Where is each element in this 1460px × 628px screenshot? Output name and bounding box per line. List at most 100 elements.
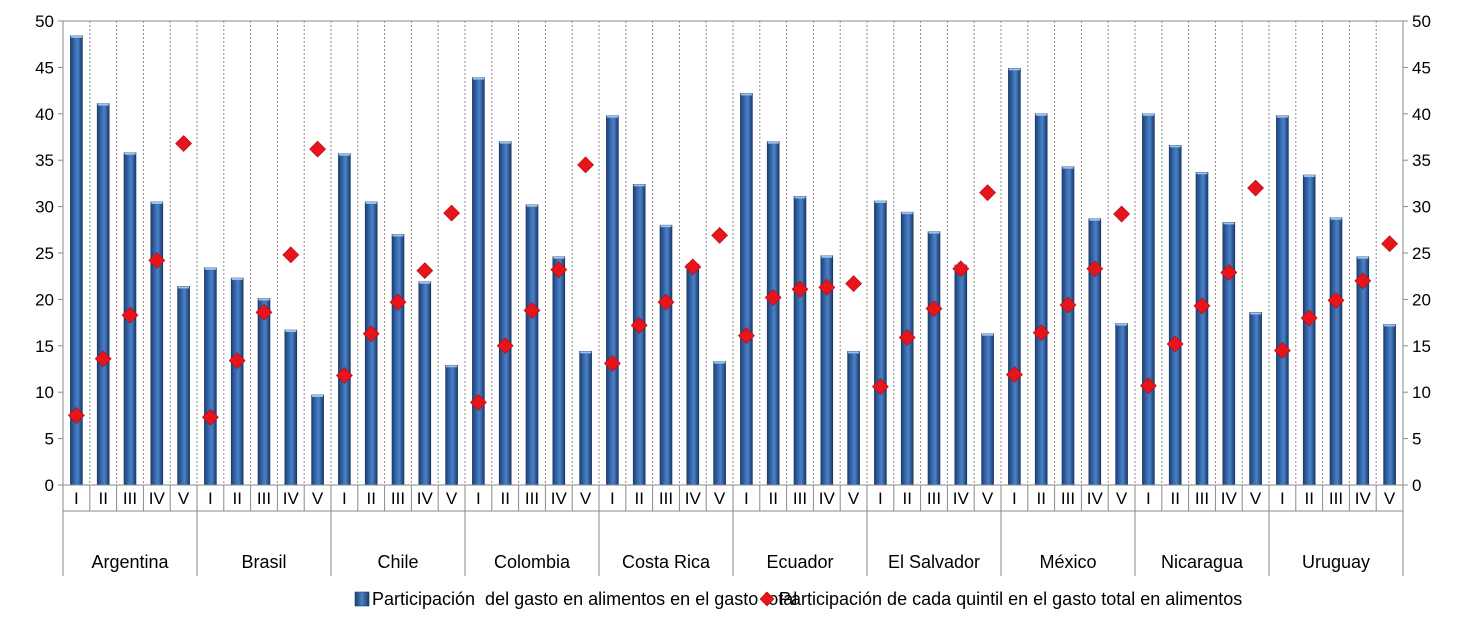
y-tick-label-right: 5 xyxy=(1412,430,1421,449)
y-tick-label-left: 25 xyxy=(35,244,54,263)
marker-point xyxy=(1327,291,1345,309)
bar xyxy=(472,77,485,486)
x-tick-label: IV xyxy=(1087,489,1104,508)
marker-point xyxy=(496,337,514,355)
marker-point xyxy=(1059,296,1077,314)
bar xyxy=(1088,218,1102,486)
marker-point xyxy=(282,246,300,264)
y-tick-label-right: 10 xyxy=(1412,383,1431,402)
x-group-label: Costa Rica xyxy=(622,552,711,572)
bar xyxy=(418,281,432,486)
bar-top-highlight xyxy=(606,115,618,118)
y-tick-label-left: 5 xyxy=(45,430,54,449)
x-tick-label: IV xyxy=(417,489,434,508)
marker-point xyxy=(1273,342,1291,359)
y-tick-label-right: 50 xyxy=(1412,12,1431,31)
marker-point xyxy=(121,306,139,324)
y-tick-label-right: 15 xyxy=(1412,337,1431,356)
bar xyxy=(364,201,378,486)
x-tick-label: I xyxy=(610,489,615,508)
bar xyxy=(847,351,860,486)
bar xyxy=(1061,166,1075,486)
bar-top-highlight xyxy=(1303,175,1315,178)
bar-top-highlight xyxy=(204,267,216,270)
bar-top-highlight xyxy=(767,141,779,144)
bar xyxy=(659,224,673,486)
marker-point xyxy=(952,260,970,278)
marker-point xyxy=(443,204,461,222)
x-tick-label: III xyxy=(1329,489,1343,508)
bar xyxy=(632,184,646,486)
bar xyxy=(579,351,592,486)
bar-top-highlight xyxy=(70,35,82,38)
y-tick-label-right: 35 xyxy=(1412,151,1431,170)
x-tick-label: III xyxy=(793,489,807,508)
bar-top-highlight xyxy=(714,361,726,364)
bar-top-highlight xyxy=(1008,68,1020,71)
y-tick-label-right: 0 xyxy=(1412,476,1421,495)
marker-point xyxy=(523,302,541,319)
marker-point xyxy=(684,258,702,276)
bar xyxy=(284,329,298,486)
bar-top-highlight xyxy=(1250,312,1262,315)
x-tick-label: I xyxy=(744,489,749,508)
bar-top-highlight xyxy=(901,212,913,215)
bar-top-highlight xyxy=(982,333,994,336)
x-group-label: Ecuador xyxy=(766,552,833,572)
marker-point xyxy=(1005,366,1023,383)
x-tick-label: IV xyxy=(819,489,836,508)
bar xyxy=(793,196,807,486)
x-tick-label: V xyxy=(1116,489,1128,508)
bar xyxy=(1115,323,1128,486)
x-tick-label: II xyxy=(232,489,241,508)
x-tick-label: I xyxy=(1146,489,1151,508)
bar xyxy=(740,93,753,486)
bar-top-highlight xyxy=(1062,166,1074,169)
y-tick-label-left: 15 xyxy=(35,337,54,356)
marker-point xyxy=(228,352,246,370)
bar-top-highlight xyxy=(553,256,565,259)
x-tick-label: I xyxy=(1280,489,1285,508)
bar-top-highlight xyxy=(392,234,404,237)
legend-swatch-marker xyxy=(759,591,775,607)
axis-layer: 0 0 5 5 10 10 15 15 20 20 25 25 30 30 35 35 40 40 45 45 50 50… xyxy=(35,12,1431,576)
x-tick-label: V xyxy=(446,489,458,508)
y-tick-label-right: 20 xyxy=(1412,290,1431,309)
bar xyxy=(204,267,217,486)
bar-top-highlight xyxy=(1196,172,1208,175)
marker-point xyxy=(255,303,273,321)
bar-top-highlight xyxy=(1116,323,1128,326)
bar-top-highlight xyxy=(258,298,270,301)
bar-top-highlight xyxy=(580,351,592,354)
marker-point xyxy=(175,135,193,152)
bar xyxy=(1276,115,1289,486)
marker-point xyxy=(550,261,568,279)
x-tick-label: II xyxy=(98,489,107,508)
bar-top-highlight xyxy=(499,141,511,144)
bar-top-highlight xyxy=(1142,113,1154,116)
bar-top-highlight xyxy=(231,278,243,281)
marker-point xyxy=(1381,235,1399,253)
bar xyxy=(1302,174,1316,486)
bar xyxy=(686,263,700,486)
bar xyxy=(552,256,566,486)
x-tick-label: III xyxy=(391,489,405,508)
legend: Participación del gasto en alimentos en … xyxy=(354,589,1242,609)
x-group-label: Nicaragua xyxy=(1161,552,1244,572)
bar-top-highlight xyxy=(178,286,190,289)
bar-top-highlight xyxy=(1223,222,1235,225)
x-tick-label: V xyxy=(1250,489,1262,508)
x-group-label: El Salvador xyxy=(888,552,980,572)
marker-point xyxy=(67,406,85,424)
bar-top-highlight xyxy=(365,201,377,204)
x-tick-label: V xyxy=(1384,489,1396,508)
x-tick-label: I xyxy=(342,489,347,508)
bar-top-highlight xyxy=(338,153,350,156)
bar-top-highlight xyxy=(1035,113,1047,116)
bar xyxy=(391,234,405,486)
marker-point xyxy=(469,393,487,411)
marker-point xyxy=(389,293,407,311)
bar-top-highlight xyxy=(526,204,538,207)
x-tick-label: IV xyxy=(551,489,568,508)
